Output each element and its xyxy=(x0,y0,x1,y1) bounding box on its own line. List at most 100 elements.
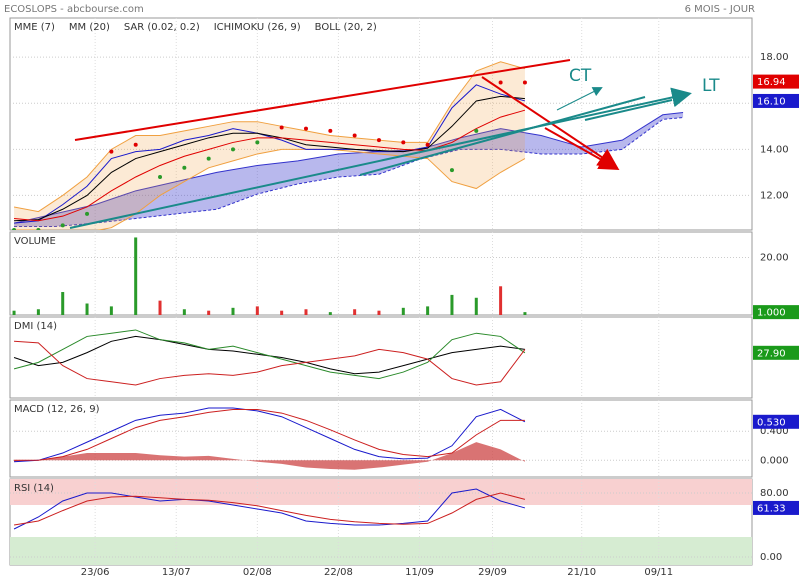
volume-bar xyxy=(158,300,162,315)
trend-line xyxy=(359,96,646,176)
sar-dot xyxy=(231,147,236,152)
line xyxy=(13,329,526,380)
value-box-label: 61.33 xyxy=(757,503,786,514)
plot xyxy=(10,479,752,565)
line xyxy=(13,492,526,526)
x-tick-label: 11/09 xyxy=(405,567,434,578)
volume-bar xyxy=(450,294,454,315)
zone xyxy=(10,537,752,565)
histogram xyxy=(14,442,525,470)
sar-dot xyxy=(449,168,454,173)
volume-bar xyxy=(353,309,357,315)
y-tick-label: 14.00 xyxy=(760,144,789,155)
trend-arrow xyxy=(544,127,620,170)
sar-dot xyxy=(182,165,187,170)
volume-bar xyxy=(280,310,284,315)
volume-bar xyxy=(12,310,16,315)
value-box-label: 0.530 xyxy=(757,417,786,428)
sar-dot xyxy=(279,125,284,130)
band-area xyxy=(14,112,684,227)
panel-title: RSI (14) xyxy=(14,483,54,494)
volume-bar xyxy=(255,306,259,315)
volume-bar xyxy=(231,307,235,315)
volume-bar xyxy=(207,310,211,315)
legend-entry: SAR (0.02, 0.2) xyxy=(124,22,200,33)
volume-bar xyxy=(401,307,405,315)
legend-entry: MME (7) xyxy=(14,22,55,33)
band-line xyxy=(13,61,526,213)
x-tick-label: 09/11 xyxy=(644,567,673,578)
y-tick-label: 80.00 xyxy=(760,488,789,499)
line xyxy=(14,407,526,463)
line xyxy=(14,109,526,222)
sar-dot xyxy=(303,126,308,131)
value-box-label: 16.10 xyxy=(757,96,786,107)
y-tick-label: 20.00 xyxy=(760,253,789,264)
x-tick-label: 21/10 xyxy=(567,567,596,578)
sar-dot xyxy=(376,138,381,143)
trend-line xyxy=(74,59,571,141)
panel-title: VOLUME xyxy=(14,236,56,247)
x-tick-label: 22/08 xyxy=(324,567,353,578)
volume-bar xyxy=(61,292,65,315)
value-box xyxy=(753,500,799,515)
sar-dot xyxy=(12,228,17,230)
volume-bar xyxy=(85,303,89,315)
line xyxy=(14,84,526,224)
band-line xyxy=(13,111,684,224)
volume-bar xyxy=(134,237,138,315)
y-tick-label: 0.00 xyxy=(760,552,782,563)
trend-arrow xyxy=(556,87,603,111)
x-tick-label: 29/09 xyxy=(478,567,507,578)
volume-bar xyxy=(304,309,308,315)
volume-bar xyxy=(499,286,503,315)
sar-dot xyxy=(498,80,503,85)
line xyxy=(14,95,525,222)
annotation: CT xyxy=(569,66,592,86)
x-tick-label: 23/06 xyxy=(81,567,110,578)
sar-dot xyxy=(401,140,406,145)
trend-line xyxy=(584,99,673,121)
sar-dot xyxy=(474,128,479,133)
sar-dot xyxy=(85,211,90,216)
sar-dot xyxy=(158,175,163,179)
volume-bar xyxy=(474,297,478,315)
band-line xyxy=(14,148,526,230)
y-tick-label: 0.400 xyxy=(760,426,789,437)
panel xyxy=(9,231,753,316)
plot xyxy=(10,400,752,477)
y-tick-label: 18.00 xyxy=(760,52,789,63)
overlay: CT LT xyxy=(69,59,720,229)
sar-dot xyxy=(255,140,260,145)
volume-bar xyxy=(426,306,430,315)
legend-entry: ICHIMOKU (26, 9) xyxy=(214,22,301,33)
panel xyxy=(9,17,753,231)
annotation: LT xyxy=(702,76,720,96)
value-box-label: 16.94 xyxy=(757,77,786,88)
sar-dot xyxy=(109,149,114,154)
y-tick-label: 12.00 xyxy=(760,190,789,201)
header-right: 6 MOIS - JOUR xyxy=(685,4,755,15)
value-box xyxy=(753,414,799,429)
panel xyxy=(9,316,753,399)
sar-dot xyxy=(133,142,138,147)
sar-dot xyxy=(352,133,357,138)
value-box xyxy=(753,305,799,320)
legend-entry: MM (20) xyxy=(69,22,110,33)
value-box xyxy=(753,93,799,108)
band-line xyxy=(14,117,684,228)
volume-bar xyxy=(377,310,381,315)
sar-dot xyxy=(36,228,41,230)
sar-dot xyxy=(328,128,333,133)
sar-dot xyxy=(60,223,65,228)
panel-title: DMI (14) xyxy=(14,321,57,332)
volume-bar xyxy=(328,312,332,315)
band-area xyxy=(14,61,525,230)
value-box-label: 27.90 xyxy=(757,348,786,359)
plot xyxy=(10,232,752,315)
sar-dot xyxy=(206,156,211,161)
volume-bar xyxy=(523,312,527,315)
x-tick-label: 13/07 xyxy=(162,567,191,578)
legend-entry: BOLL (20, 2) xyxy=(315,22,377,33)
